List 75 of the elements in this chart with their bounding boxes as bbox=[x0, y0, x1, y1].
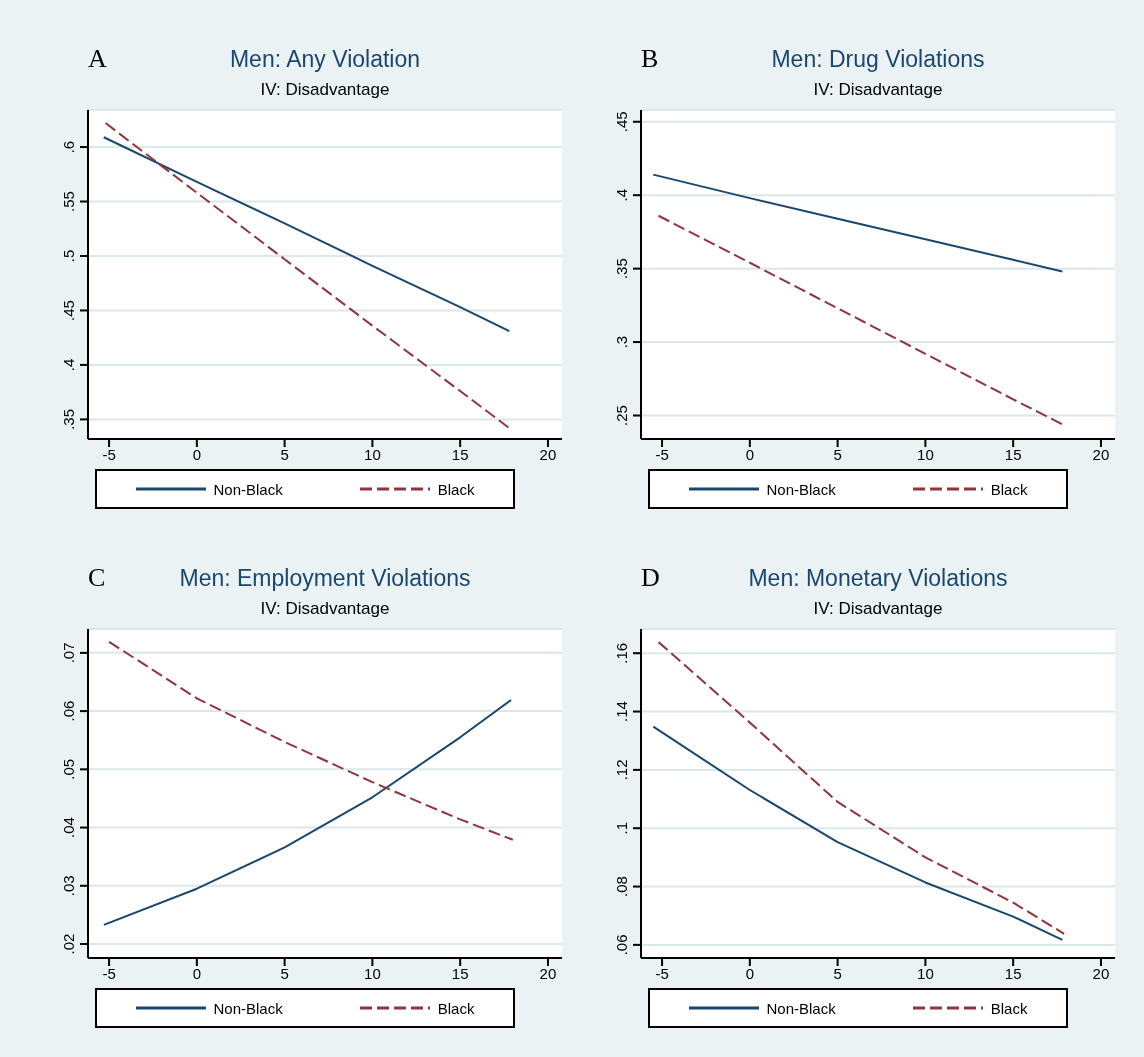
y-tick-label: .08 bbox=[613, 876, 630, 897]
y-tick-label: .45 bbox=[613, 111, 630, 133]
y-tick-label: .06 bbox=[60, 700, 77, 722]
legend-label: Non-Black bbox=[213, 999, 283, 1017]
chart-subtitle: IV: Disadvantage bbox=[812, 599, 944, 619]
y-tick-label: .07 bbox=[60, 642, 77, 664]
legend-label: Black bbox=[437, 999, 475, 1017]
y-tick-label: .4 bbox=[613, 188, 630, 202]
chart-subtitle: IV: Disadvantage bbox=[259, 80, 391, 100]
y-tick-label: .03 bbox=[60, 875, 77, 897]
line-series bbox=[657, 214, 1064, 426]
x-tick-label: 20 bbox=[539, 445, 557, 463]
x-tick-label: 0 bbox=[192, 964, 202, 982]
y-tick-label: .35 bbox=[60, 408, 77, 430]
x-tick-label: 5 bbox=[280, 964, 289, 982]
x-tick-label: -5 bbox=[655, 964, 669, 982]
chart-title: Men: Any Violation bbox=[229, 46, 421, 72]
x-tick-label: 5 bbox=[280, 445, 289, 463]
y-tick-label: .35 bbox=[613, 258, 630, 280]
x-tick-label: -5 bbox=[102, 445, 116, 463]
x-tick-label: 10 bbox=[917, 445, 934, 463]
y-tick-label: .55 bbox=[60, 191, 77, 212]
y-tick-label: .14 bbox=[613, 701, 630, 722]
x-tick-label: 20 bbox=[539, 964, 557, 982]
x-tick-label: 15 bbox=[1004, 964, 1022, 982]
x-tick-label: -5 bbox=[655, 445, 669, 463]
text: B bbox=[641, 44, 659, 74]
y-tick-label: .04 bbox=[60, 817, 77, 838]
x-tick-label: -5 bbox=[102, 964, 116, 982]
x-tick-label: 15 bbox=[1004, 445, 1022, 463]
x-tick-label: 15 bbox=[451, 445, 469, 463]
y-tick-label: .45 bbox=[60, 300, 77, 321]
y-tick-label: .02 bbox=[60, 933, 77, 955]
line-series bbox=[102, 136, 511, 333]
chart-title: Men: Monetary Violations bbox=[748, 565, 1008, 591]
text: C bbox=[88, 563, 106, 593]
legend-label: Non-Black bbox=[766, 480, 836, 498]
line-series bbox=[108, 640, 514, 841]
legend-label: Black bbox=[990, 999, 1028, 1017]
x-tick-label: 10 bbox=[364, 445, 381, 463]
chart-title: Men: Drug Violations bbox=[771, 46, 985, 72]
y-tick-label: .3 bbox=[613, 335, 630, 349]
x-tick-label: 15 bbox=[451, 964, 469, 982]
y-tick-label: .6 bbox=[60, 140, 77, 154]
line-series bbox=[657, 641, 1066, 935]
x-tick-label: 5 bbox=[833, 445, 842, 463]
line-series bbox=[652, 725, 1064, 941]
chart-subtitle: IV: Disadvantage bbox=[259, 599, 391, 619]
x-tick-label: 0 bbox=[192, 445, 202, 463]
x-tick-label: 10 bbox=[364, 964, 381, 982]
x-tick-label: 10 bbox=[917, 964, 934, 982]
legend-label: Non-Black bbox=[213, 480, 283, 498]
y-tick-label: .4 bbox=[60, 358, 77, 372]
text: A bbox=[88, 44, 107, 74]
chart-subtitle: IV: Disadvantage bbox=[812, 80, 944, 100]
text: D bbox=[641, 563, 660, 593]
line-series bbox=[652, 173, 1064, 273]
y-tick-label: .16 bbox=[613, 642, 630, 664]
y-tick-label: .05 bbox=[60, 758, 77, 780]
x-tick-label: 20 bbox=[1092, 964, 1110, 982]
x-tick-label: 5 bbox=[833, 964, 842, 982]
chart-title: Men: Employment Violations bbox=[179, 565, 471, 591]
y-tick-label: .5 bbox=[60, 249, 77, 263]
line-series bbox=[102, 699, 513, 926]
x-tick-label: 0 bbox=[745, 964, 755, 982]
y-tick-label: .12 bbox=[613, 759, 630, 781]
y-tick-label: .25 bbox=[613, 405, 630, 426]
x-tick-label: 0 bbox=[745, 445, 755, 463]
legend-label: Non-Black bbox=[766, 999, 836, 1017]
y-tick-label: .06 bbox=[613, 934, 630, 956]
x-tick-label: 20 bbox=[1092, 445, 1110, 463]
line-series bbox=[104, 122, 511, 430]
y-tick-label: .1 bbox=[613, 821, 630, 835]
legend-label: Black bbox=[990, 480, 1028, 498]
legend-label: Black bbox=[437, 480, 475, 498]
